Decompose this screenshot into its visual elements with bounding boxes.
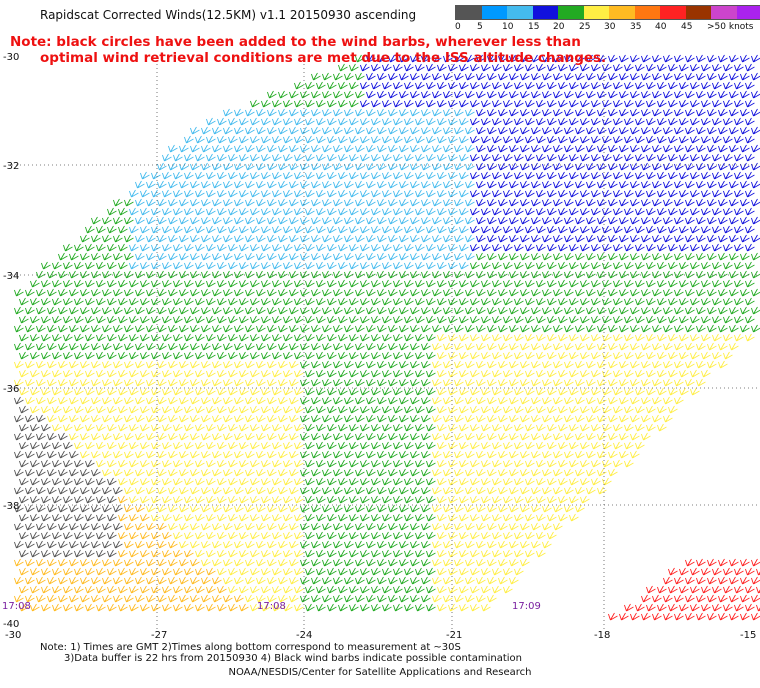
lon-label: -21 xyxy=(446,630,462,641)
legend-label: 20 xyxy=(553,22,565,32)
warning-note-line: optimal wind retrieval conditions are me… xyxy=(40,50,607,66)
wind-barb-group xyxy=(14,54,760,612)
footer-note: 3)Data buffer is 22 hrs from 20150930 4)… xyxy=(64,653,522,664)
legend-swatch xyxy=(660,6,686,19)
wind-speed-legend: 0 5 10 15 20 25 30 35 40 45 >50 knots xyxy=(455,5,760,34)
legend-label: 35 xyxy=(630,22,642,32)
lat-label: -40 xyxy=(3,619,19,630)
wind-barb-group xyxy=(14,495,249,612)
lat-label: -30 xyxy=(3,52,19,63)
lat-label: -34 xyxy=(3,271,19,282)
lat-label: -32 xyxy=(3,161,19,172)
warning-note: Note: black circles have been added to t… xyxy=(10,34,606,66)
legend-swatch xyxy=(456,6,482,19)
lon-label: -27 xyxy=(151,630,167,641)
wind-barb-group xyxy=(129,108,475,270)
time-labels: 17:08 17:08 17:09 xyxy=(2,601,541,612)
graticule xyxy=(8,56,758,632)
legend-swatch xyxy=(532,6,558,19)
legend-swatch xyxy=(583,6,609,19)
legend-label: 5 xyxy=(477,22,483,32)
legend-label: 40 xyxy=(655,22,667,32)
legend-swatch xyxy=(711,6,737,19)
legend-swatch xyxy=(685,6,711,19)
legend-label: 45 xyxy=(681,22,693,32)
legend-color-bar xyxy=(455,5,760,20)
wind-barb-group xyxy=(14,333,755,612)
lon-label: -30 xyxy=(5,630,21,641)
legend-label: 15 xyxy=(528,22,540,32)
legend-label: 10 xyxy=(502,22,514,32)
legend-swatch xyxy=(736,6,760,19)
legend-swatch xyxy=(481,6,507,19)
lat-label: -38 xyxy=(3,501,19,512)
legend-label: 30 xyxy=(604,22,616,32)
wind-barb-group xyxy=(608,558,760,621)
lat-label: -36 xyxy=(3,384,19,395)
legend-swatch xyxy=(609,6,635,19)
lon-label: -15 xyxy=(740,630,756,641)
time-label: 17:08 xyxy=(2,601,31,612)
legend-labels: 0 5 10 15 20 25 30 35 40 45 >50 knots xyxy=(455,20,760,34)
axis-labels: -30 -32 -34 -36 -38 -40 -30 -27 -24 -21 … xyxy=(3,52,756,641)
lon-label: -24 xyxy=(296,630,312,641)
footer-note: Note: 1) Times are GMT 2)Times along bot… xyxy=(40,642,461,653)
wind-barb-group xyxy=(360,54,760,252)
lon-label: -18 xyxy=(594,630,610,641)
time-label: 17:09 xyxy=(512,601,541,612)
legend-label: 25 xyxy=(579,22,591,32)
legend-swatch xyxy=(634,6,660,19)
map-title: Rapidscat Corrected Winds(12.5KM) v1.1 2… xyxy=(40,8,417,22)
time-label: 17:08 xyxy=(257,601,286,612)
wind-barbs-layer xyxy=(14,54,760,621)
wind-barb-group xyxy=(14,396,123,558)
legend-swatch xyxy=(507,6,533,19)
legend-label: >50 knots xyxy=(707,22,754,32)
credit-line: NOAA/NESDIS/Center for Satellite Applica… xyxy=(228,667,532,678)
legend-label: 0 xyxy=(455,22,461,32)
warning-note-line: Note: black circles have been added to t… xyxy=(10,34,581,50)
legend-swatch xyxy=(558,6,584,19)
